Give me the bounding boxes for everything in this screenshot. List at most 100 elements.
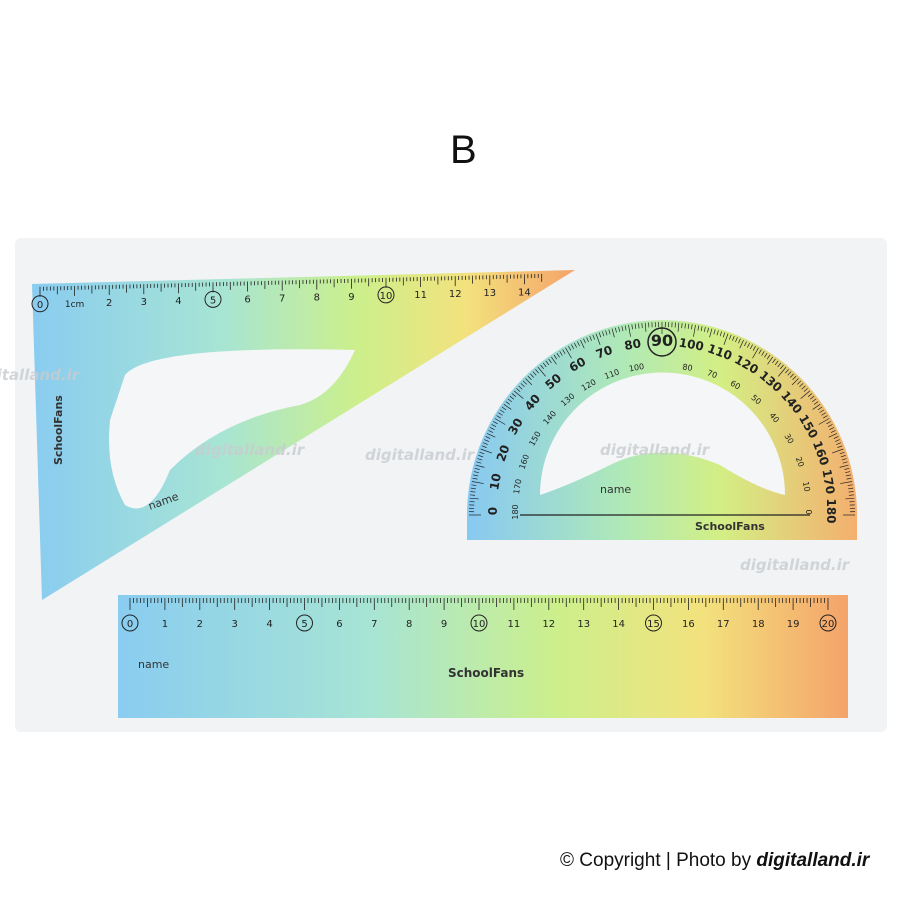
triangle-number: 5 [210,295,216,306]
protractor-tick [697,325,700,331]
protractor-tick [738,338,741,344]
protractor-tick [479,451,485,455]
protractor-tick [758,349,762,355]
protractor-tick [494,418,506,425]
protractor-tick [482,442,488,445]
protractor-tick [700,326,703,332]
protractor-tick [796,380,802,385]
protractor-tick [592,334,595,340]
protractor-inner-number: 30 [782,432,795,445]
triangle-number: 0 [37,300,43,311]
ruler-number: 19 [787,619,800,630]
protractor-tick [532,371,537,376]
protractor-tick [841,458,847,461]
protractor-tick [839,464,849,468]
protractor-tick [789,373,794,378]
protractor-tick [480,448,493,454]
protractor-tick [677,322,680,332]
protractor-brand: SchoolFans [695,520,765,533]
protractor-tick [785,369,789,374]
protractor-tick [844,467,850,470]
protractor-tick [693,324,696,337]
protractor-tick [772,358,776,364]
protractor-tick [618,326,621,332]
protractor-inner-number: 70 [706,368,719,380]
protractor-tick [491,424,497,428]
protractor-tick [602,331,605,337]
protractor-outer-number: 80 [623,336,642,353]
protractor-tick [809,395,815,400]
protractor-tick [621,326,624,332]
protractor-tick [634,323,637,329]
protractor-tick [628,324,631,337]
protractor-tick [503,404,512,410]
protractor-tick [556,352,560,358]
protractor-tick [681,323,683,329]
protractor-tick [598,332,602,338]
ruler-number: 4 [266,619,272,630]
ruler-number: 8 [406,619,412,630]
triangle-number: 4 [175,296,181,307]
ruler-number: 16 [682,619,695,630]
protractor-tick [489,427,495,430]
protractor-tick [527,375,532,381]
number-ring [31,295,49,313]
protractor-tick [565,347,572,359]
protractor-tick [583,338,586,344]
protractor-tick [553,354,558,360]
protractor-tick [831,448,844,454]
triangle-number: 14 [518,287,531,298]
protractor-tick [507,398,513,403]
protractor-tick [474,467,480,470]
protractor-tick [819,409,825,413]
ruler-number: 18 [752,619,765,630]
protractor-tick [719,331,722,337]
protractor-tick [548,358,552,364]
triangle-number: 9 [348,292,354,303]
protractor-tick [478,455,484,458]
protractor-tick [821,412,826,416]
protractor-tick [571,344,575,350]
protractor-tick [562,349,566,355]
protractor-tick [722,332,726,338]
watermark: digitalland.ir [0,366,81,384]
protractor-tick [501,406,507,411]
protractor-tick [800,390,811,399]
protractor-tick [614,327,617,333]
protractor-tick [513,390,524,399]
protractor-tick [589,335,592,341]
protractor-tick [537,366,546,377]
protractor-tick [644,322,647,332]
protractor-tick [520,383,525,388]
ruler-number: 13 [577,619,590,630]
protractor-tick [568,346,572,351]
triangle-brand: SchoolFans [52,395,65,465]
ruler-number: 1 [162,619,168,630]
protractor-tick [713,329,716,335]
ruler-number: 3 [232,619,238,630]
protractor-tick [577,341,580,347]
protractor-tick [470,494,476,496]
protractor-tick [545,360,550,366]
protractor-tick [845,471,851,474]
protractor-tick [516,388,521,392]
protractor-tick [535,369,539,374]
protractor-tick [488,430,494,433]
copyright-text: © Copyright | Photo by [560,850,752,871]
protractor-tick [847,484,853,486]
copyright-notice: © Copyright | Photo by digitalland.ir [560,850,869,872]
protractor-inner-number: 10 [801,481,812,493]
protractor-tick [807,393,813,397]
protractor-tick [845,474,851,477]
protractor-tick [574,342,577,348]
ruler-brand: SchoolFans [448,666,524,680]
ruler-number: 12 [542,619,555,630]
protractor-tick [542,362,547,368]
protractor-tick [559,351,563,356]
protractor-name-label: name [600,483,631,496]
protractor-tick [684,323,686,329]
protractor-outer-number: 70 [594,343,614,362]
protractor-tick [611,328,615,338]
protractor-tick [530,373,535,378]
protractor-tick [580,339,585,349]
